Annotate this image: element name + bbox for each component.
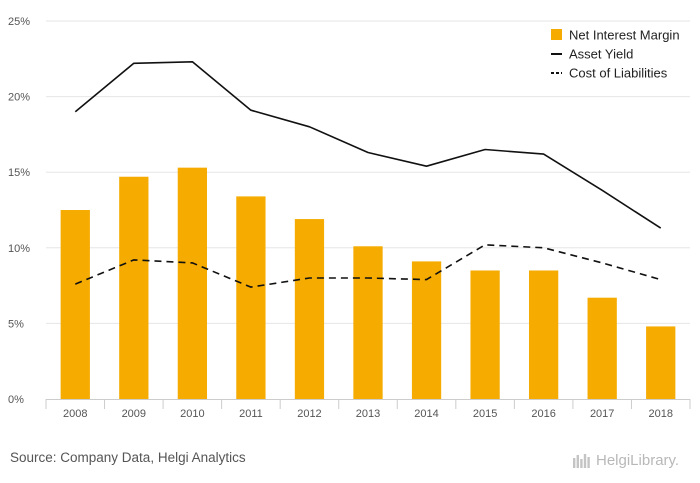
x-tick-label: 2017: [590, 408, 614, 420]
bar: [587, 297, 617, 399]
legend-label: Asset Yield: [569, 47, 633, 62]
x-tick-label: 2015: [473, 408, 497, 420]
bar: [646, 326, 676, 399]
logo-text: HelgiLibrary.: [596, 451, 680, 469]
y-tick-label: 10%: [8, 243, 30, 255]
bar: [119, 176, 149, 399]
library-icon: [573, 454, 590, 468]
x-tick-label: 2009: [122, 408, 146, 420]
y-tick-label: 25%: [8, 16, 30, 28]
y-tick-label: 20%: [8, 92, 30, 104]
y-tick-label: 15%: [8, 167, 30, 179]
bar: [236, 196, 266, 399]
y-tick-label: 5%: [8, 318, 24, 330]
bar: [353, 246, 383, 399]
x-axis: 2008 2009 2010 2011 2012 2013 2014 2015 2016 2017…: [45, 399, 691, 420]
bar-series: [60, 167, 676, 399]
bar: [529, 270, 559, 399]
y-axis-ticks: 0% 5% 10% 15% 20% 25%: [8, 16, 30, 406]
x-tick-label: 2008: [63, 408, 87, 420]
bar: [411, 261, 442, 399]
x-tick-label: 2014: [414, 408, 438, 420]
y-tick-label: 0%: [8, 394, 24, 406]
legend-label: Net Interest Margin: [569, 28, 680, 43]
x-tick-label: 2016: [531, 408, 555, 420]
x-tick-label: 2010: [180, 408, 204, 420]
gridlines: [46, 20, 690, 324]
bar: [294, 219, 325, 399]
helgi-library-logo[interactable]: HelgiLibrary.: [572, 450, 679, 470]
x-tick-label: 2012: [297, 408, 321, 420]
x-tick-label: 2013: [356, 408, 380, 420]
bar: [177, 167, 207, 399]
x-tick-label: 2018: [648, 408, 672, 420]
asset-yield-line: [74, 60, 662, 229]
legend-label: Cost of Liabilities: [569, 66, 668, 81]
x-tick-label: 2011: [239, 408, 263, 420]
cost-of-liabilities-line: [74, 244, 661, 288]
source-note: Source: Company Data, Helgi Analytics: [10, 450, 246, 465]
legend: Net Interest Margin Asset Yield Cost of Li…: [551, 28, 680, 81]
line-series: [74, 60, 662, 288]
legend-swatch: [551, 29, 562, 40]
bar: [60, 210, 90, 399]
bar: [470, 270, 500, 399]
